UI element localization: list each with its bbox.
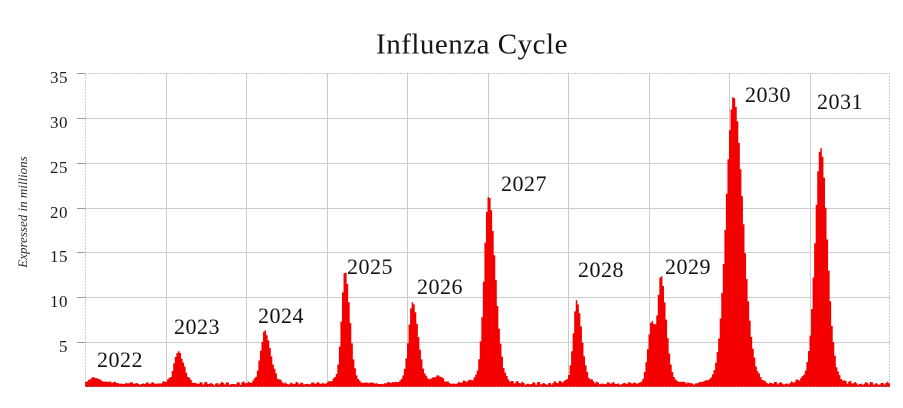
y-tick-label: 15 [50, 247, 68, 267]
y-tick-mark [77, 73, 85, 74]
y-tick-mark [77, 342, 85, 343]
plot-area [85, 73, 890, 387]
year-annotation: 2031 [817, 89, 863, 114]
chart-title: Influenza Cycle [376, 28, 568, 61]
year-annotation: 2023 [174, 314, 220, 339]
year-annotation: 2026 [417, 274, 463, 299]
year-annotation: 2030 [745, 82, 791, 107]
year-annotation: 2027 [501, 171, 547, 196]
y-tick-mark [77, 208, 85, 209]
y-tick-label: 20 [50, 202, 68, 222]
year-annotation: 2025 [347, 254, 393, 279]
influenza-area-series [85, 97, 890, 387]
year-annotation: 2029 [665, 254, 711, 279]
y-tick-mark [77, 252, 85, 253]
year-annotation: 2028 [578, 257, 624, 282]
y-tick-label: 10 [50, 292, 68, 312]
year-annotation: 2022 [97, 347, 143, 372]
plot-border [85, 73, 890, 387]
y-tick-label: 25 [50, 157, 68, 177]
y-tick-mark [77, 163, 85, 164]
y-tick-mark [77, 297, 85, 298]
y-tick-label: 5 [59, 337, 68, 357]
y-tick-label: 30 [50, 112, 68, 132]
y-tick-mark [77, 118, 85, 119]
y-tick-label: 35 [50, 68, 68, 87]
year-annotation: 2024 [258, 303, 304, 328]
